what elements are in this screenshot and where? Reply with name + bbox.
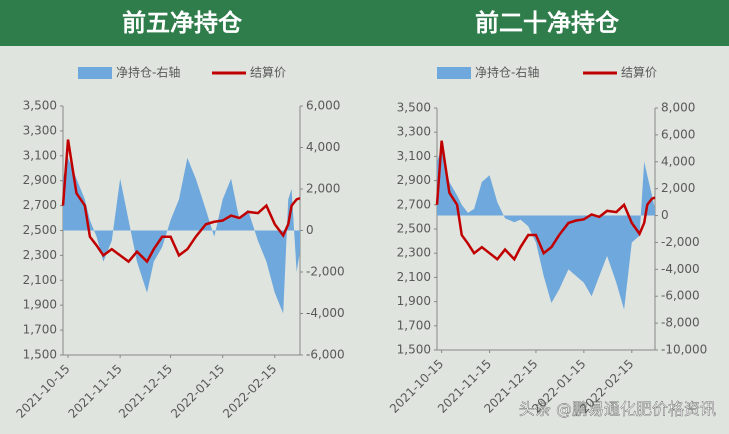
y2-tick-label: -2,000 bbox=[661, 235, 700, 249]
y-tick-label: 3,300 bbox=[23, 123, 57, 137]
net-position-area bbox=[437, 148, 655, 310]
y2-tick-label: -2,000 bbox=[306, 265, 345, 279]
y-tick-label: 2,300 bbox=[23, 248, 57, 262]
y2-tick-label: 0 bbox=[661, 208, 669, 222]
legend-label: 净持仓-右轴 bbox=[475, 65, 539, 80]
y-tick-label: 2,100 bbox=[23, 273, 57, 287]
y2-tick-label: 4,000 bbox=[661, 154, 695, 168]
y2-tick-label: 4,000 bbox=[306, 140, 340, 154]
y-tick-label: 2,700 bbox=[23, 198, 57, 212]
y-tick-label: 3,100 bbox=[23, 148, 57, 162]
y-tick-label: 2,700 bbox=[397, 197, 431, 211]
legend-swatch bbox=[78, 67, 112, 79]
y-tick-label: 2,900 bbox=[397, 173, 431, 187]
y2-tick-label: 8,000 bbox=[661, 101, 695, 115]
price-line bbox=[61, 139, 301, 264]
y-tick-label: 2,300 bbox=[397, 246, 431, 260]
y-tick-label: 3,300 bbox=[397, 125, 431, 139]
y2-tick-label: 2,000 bbox=[661, 181, 695, 195]
y-tick-label: 2,500 bbox=[397, 222, 431, 236]
y-tick-label: 2,100 bbox=[397, 270, 431, 284]
y2-tick-label: -6,000 bbox=[661, 289, 700, 303]
y2-tick-label: -6,000 bbox=[306, 348, 345, 362]
y-tick-label: 2,500 bbox=[23, 223, 57, 237]
y-tick-label: 1,900 bbox=[23, 298, 57, 312]
y-tick-label: 2,900 bbox=[23, 173, 57, 187]
y2-tick-label: -8,000 bbox=[661, 316, 700, 330]
net-position-area bbox=[63, 157, 300, 314]
y-tick-label: 1,700 bbox=[23, 323, 57, 337]
header-bar bbox=[0, 0, 729, 46]
y2-tick-label: 2,000 bbox=[306, 182, 340, 196]
legend-label: 结算价 bbox=[250, 65, 286, 80]
y-tick-label: 1,900 bbox=[397, 294, 431, 308]
price-line bbox=[435, 140, 656, 262]
legend-swatch bbox=[437, 67, 471, 79]
legend-label: 结算价 bbox=[621, 65, 657, 80]
y-tick-label: 3,100 bbox=[397, 149, 431, 163]
y2-tick-label: -10,000 bbox=[661, 343, 707, 357]
y2-tick-label: -4,000 bbox=[661, 262, 700, 276]
y2-tick-label: 6,000 bbox=[306, 99, 340, 113]
y-tick-label: 1,500 bbox=[397, 343, 431, 357]
y2-tick-label: 0 bbox=[306, 223, 314, 237]
y2-tick-label: -4,000 bbox=[306, 306, 345, 320]
y-tick-label: 3,500 bbox=[23, 99, 57, 113]
y2-tick-label: 6,000 bbox=[661, 127, 695, 141]
chart-title: 前二十净持仓 bbox=[475, 9, 620, 37]
watermark: 头条 @鹏易通化肥价格资讯 bbox=[519, 400, 716, 419]
y-tick-label: 1,500 bbox=[23, 348, 57, 362]
y-tick-label: 1,700 bbox=[397, 318, 431, 332]
chart-title: 前五净持仓 bbox=[122, 9, 243, 37]
y-tick-label: 3,500 bbox=[397, 101, 431, 115]
legend-label: 净持仓-右轴 bbox=[116, 65, 180, 80]
